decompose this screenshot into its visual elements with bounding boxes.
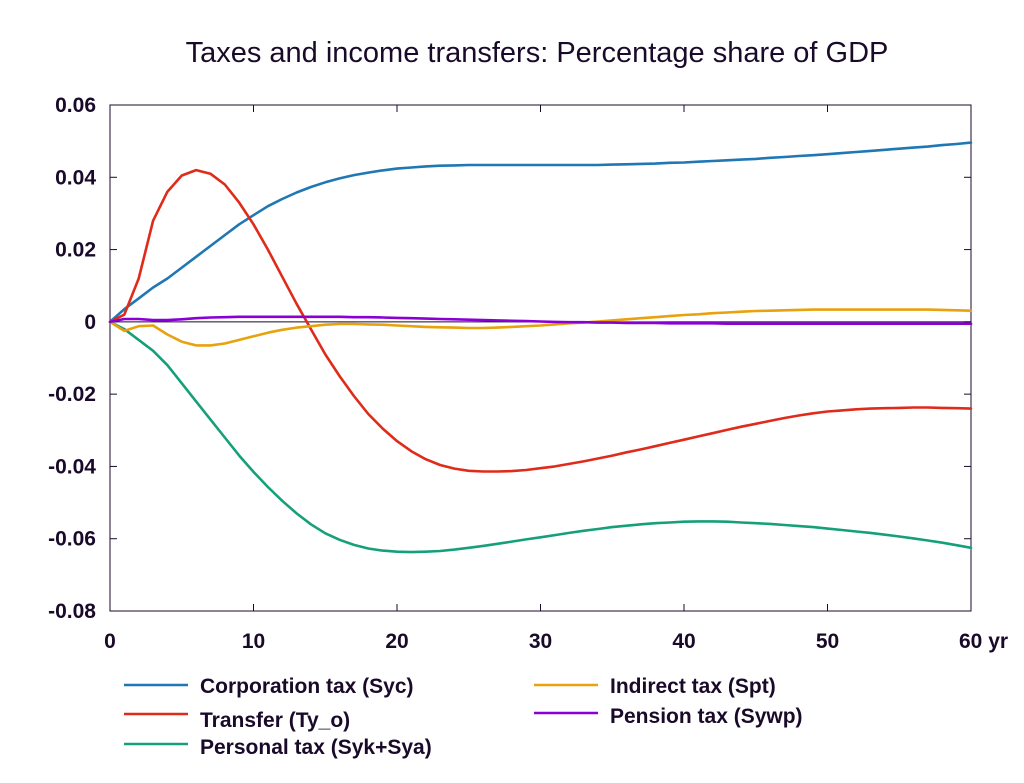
series-line-4 (108, 315, 973, 326)
x-tick-label: 50 (816, 630, 839, 653)
plot-frame (109, 104, 972, 612)
series-line-0 (108, 141, 973, 324)
legend-label-3: Indirect tax (Spt) (610, 675, 776, 698)
legend-label-4: Pension tax (Sywp) (610, 705, 803, 728)
x-tick-label: 0 (104, 630, 116, 653)
legend-label-2: Personal tax (Syk+Sya) (200, 736, 432, 759)
x-tick-label: 20 (385, 630, 408, 653)
series-layer (108, 141, 973, 554)
plot-area (109, 104, 972, 612)
legend-label-0: Corporation tax (Syc) (200, 675, 414, 698)
series-line-1 (108, 168, 973, 473)
y-tick-label: -0.06 (48, 528, 96, 551)
chart-title: Taxes and income transfers: Percentage s… (186, 37, 889, 69)
series-line-3 (108, 308, 973, 347)
y-tick-label: -0.04 (48, 455, 96, 478)
y-tick-label: -0.08 (48, 600, 96, 623)
y-tick-label: 0.02 (55, 239, 96, 262)
y-tick-label: 0.04 (55, 166, 96, 189)
x-tick-label: 30 (529, 630, 552, 653)
x-tick-label: 10 (242, 630, 265, 653)
x-tick-label: 40 (672, 630, 695, 653)
series-line-2 (108, 320, 973, 554)
x-tick-label: 60 yr (959, 630, 1008, 653)
y-tick-label: -0.02 (48, 383, 96, 406)
legend-label-1: Transfer (Ty_o) (200, 709, 350, 732)
legend: Corporation tax (Syc) Transfer (Ty_o) Pers… (124, 675, 803, 759)
y-tick-label: 0.06 (55, 94, 96, 117)
y-tick-label: 0 (84, 311, 96, 334)
axes: -0.08 -0.06 -0.04 -0.02 0 0.02 0.04 0.06 0 10 20 30… (48, 94, 1008, 653)
